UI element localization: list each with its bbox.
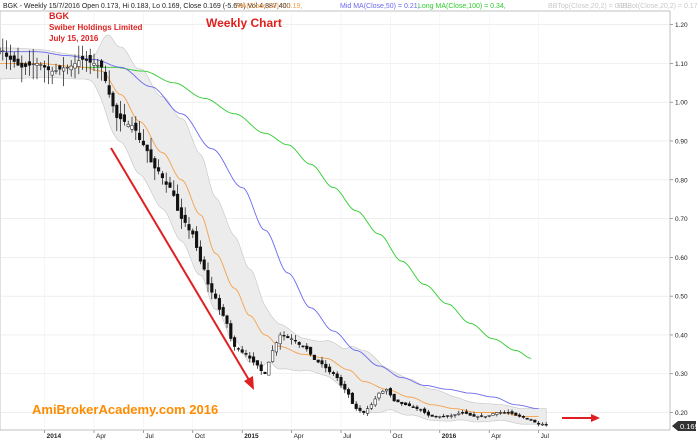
x-tick-label: Apr	[96, 433, 107, 440]
y-tick-label: 0.60	[675, 255, 688, 262]
candle	[469, 413, 472, 416]
y-tick-label: 0.80	[675, 177, 688, 184]
candle	[534, 420, 537, 423]
candle	[268, 362, 271, 376]
x-tick-label: Jul	[541, 433, 550, 440]
candle	[397, 400, 400, 402]
y-tick-label: 1.00	[675, 100, 688, 107]
header-bb-bot: BBBot(Close,20,2) = 0.17	[618, 3, 698, 10]
y-tick-label: 1.10	[675, 61, 688, 68]
candle	[526, 418, 529, 420]
ticker-label: BGK	[49, 11, 70, 21]
header-mid-ma: Mid MA(Close,50) = 0.21,	[340, 3, 420, 10]
y-tick-label: 1.20	[675, 22, 688, 29]
candle	[313, 355, 316, 360]
x-tick-label: Apr	[294, 433, 305, 440]
date-label: July 15, 2016	[49, 34, 99, 43]
x-tick-label: 2015	[244, 433, 259, 440]
x-tick-label: Apr	[491, 433, 502, 440]
y-tick-label: 0.50	[675, 294, 688, 301]
x-tick-label: Jul	[343, 433, 352, 440]
y-tick-label: 0.70	[675, 216, 688, 223]
y-tick-label: 0.30	[675, 371, 688, 378]
company-label: Swiber Holdings Limited	[49, 23, 142, 32]
y-tick-label: 0.40	[675, 332, 688, 339]
watermark: AmiBrokerAcademy.com 2016	[32, 402, 218, 417]
candle	[515, 412, 518, 415]
header-ma20: MA(Close,20) = 0.19,	[236, 3, 302, 10]
header-long-ma: Long MA(Close,100) = 0.34,	[418, 3, 506, 10]
x-tick-label: Jul	[145, 433, 154, 440]
x-tick-label: 2014	[47, 433, 62, 440]
x-tick-label: Oct	[392, 433, 402, 440]
last-price-badge-text: 0.169	[680, 422, 699, 431]
candle	[404, 402, 407, 405]
candle	[230, 320, 233, 341]
chart-title: Weekly Chart	[206, 16, 282, 30]
candle	[393, 394, 396, 402]
y-tick-label: 0.20	[675, 410, 688, 417]
candle	[431, 415, 434, 417]
candle	[351, 392, 354, 404]
x-tick-label: Oct	[195, 433, 205, 440]
candle	[264, 372, 267, 374]
x-tick-label: 2016	[442, 433, 457, 440]
y-tick-label: 0.90	[675, 138, 688, 145]
